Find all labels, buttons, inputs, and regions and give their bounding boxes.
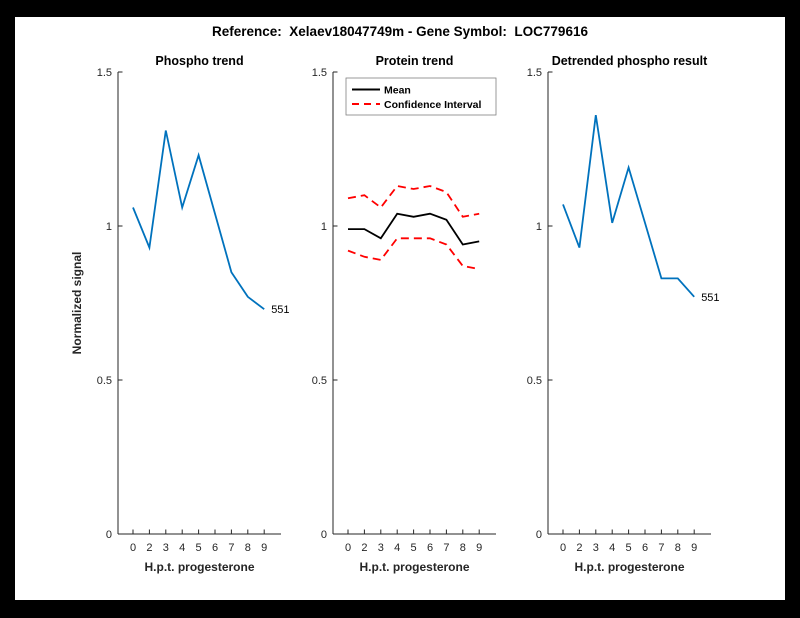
series-line-detrended-phospho-signal xyxy=(562,114,695,298)
x-tick-label: 3 xyxy=(378,542,384,554)
x-tick-label: 0 xyxy=(130,542,136,554)
subplot-title: Protein trend xyxy=(376,54,454,68)
legend-item-label: Confidence Interval xyxy=(384,99,482,111)
x-tick-label: 6 xyxy=(427,542,433,554)
x-tick-label: 4 xyxy=(394,542,400,554)
x-tick-label: 5 xyxy=(626,542,632,554)
legend-item-label: Mean xyxy=(384,84,411,96)
x-tick-label: 8 xyxy=(245,542,251,554)
x-tick-label: 0 xyxy=(345,542,351,554)
x-tick-label: 6 xyxy=(642,542,648,554)
x-tick-label: 7 xyxy=(658,542,664,554)
subplot-title: Detrended phospho result xyxy=(552,54,708,68)
series-line-phospho-signal xyxy=(132,130,265,310)
x-tick-label: 2 xyxy=(146,542,152,554)
x-tick-label: 3 xyxy=(593,542,599,554)
x-tick-label: 7 xyxy=(443,542,449,554)
x-tick-label: 2 xyxy=(361,542,367,554)
figure-title: Reference: Xelaev18047749m - Gene Symbol… xyxy=(212,24,588,39)
figure-canvas: Reference: Xelaev18047749m - Gene Symbol… xyxy=(15,17,785,600)
y-tick-label: 1 xyxy=(106,221,112,233)
y-tick-label: 0.5 xyxy=(97,375,112,387)
x-tick-label: 3 xyxy=(163,542,169,554)
legend-box xyxy=(345,77,497,116)
series-end-label: 551 xyxy=(271,304,289,316)
y-axis-label: Normalized signal xyxy=(70,252,84,355)
x-tick-label: 4 xyxy=(609,542,615,554)
series-end-label: 551 xyxy=(701,292,719,304)
x-tick-label: 9 xyxy=(691,542,697,554)
x-axis-label: H.p.t. progesterone xyxy=(574,560,684,574)
x-tick-label: 9 xyxy=(476,542,482,554)
x-tick-label: 6 xyxy=(212,542,218,554)
x-tick-label: 8 xyxy=(675,542,681,554)
x-tick-label: 5 xyxy=(196,542,202,554)
x-axis-label: H.p.t. progesterone xyxy=(144,560,254,574)
y-tick-label: 0 xyxy=(106,529,112,541)
subplot-title: Phospho trend xyxy=(155,54,243,68)
y-tick-label: 1.5 xyxy=(312,67,327,79)
y-tick-label: 1 xyxy=(321,221,327,233)
y-tick-label: 1.5 xyxy=(527,67,542,79)
series-line-mean xyxy=(348,212,480,246)
y-tick-label: 0 xyxy=(321,529,327,541)
y-tick-label: 1.5 xyxy=(97,67,112,79)
x-tick-label: 9 xyxy=(261,542,267,554)
x-tick-label: 2 xyxy=(576,542,582,554)
y-tick-label: 0.5 xyxy=(527,375,542,387)
y-tick-label: 0.5 xyxy=(312,375,327,387)
x-tick-label: 0 xyxy=(560,542,566,554)
x-tick-label: 5 xyxy=(411,542,417,554)
series-line-ci-lower xyxy=(347,237,480,270)
y-tick-label: 1 xyxy=(536,221,542,233)
x-tick-label: 8 xyxy=(460,542,466,554)
x-axis-label: H.p.t. progesterone xyxy=(359,560,469,574)
x-tick-label: 7 xyxy=(228,542,234,554)
x-tick-label: 4 xyxy=(179,542,185,554)
series-line-ci-upper xyxy=(347,185,480,218)
y-tick-label: 0 xyxy=(536,529,542,541)
